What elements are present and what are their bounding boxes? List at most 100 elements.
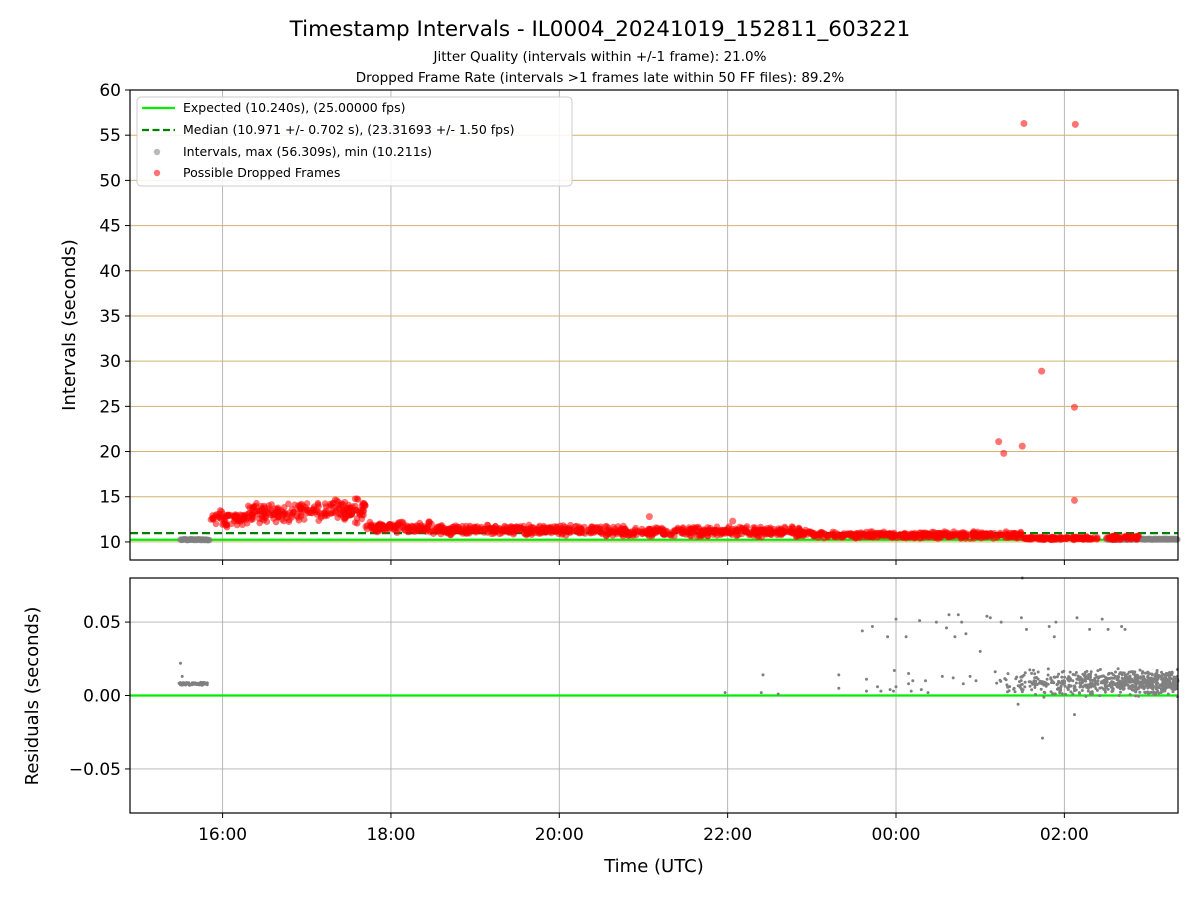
dropped-frame-point — [527, 524, 535, 531]
dropped-frame-point — [231, 517, 238, 525]
residual-point — [1146, 675, 1150, 679]
residual-point — [1044, 684, 1048, 688]
dropped-frame-point — [924, 530, 931, 537]
chart-subtitle-dropped: Dropped Frame Rate (intervals >1 frames … — [356, 70, 845, 86]
residual-point — [1136, 687, 1140, 691]
residual-point — [1008, 685, 1012, 689]
residual-point — [1049, 690, 1053, 694]
dropped-frame-point — [491, 526, 498, 533]
residual-point — [1117, 675, 1121, 679]
residual-point — [1062, 669, 1066, 673]
residual-point — [1143, 677, 1147, 681]
residual-point — [926, 691, 930, 695]
dropped-frame-point — [691, 525, 698, 533]
dropped-frame-outlier — [1038, 367, 1046, 375]
residual-point — [974, 679, 978, 683]
residual-point — [1096, 682, 1100, 686]
residual-point — [1136, 681, 1140, 685]
residual-point — [1082, 674, 1086, 678]
residual-point — [1057, 688, 1061, 692]
bottom-y-tick-label: 0.05 — [83, 613, 121, 633]
residual-point — [1068, 670, 1072, 674]
residual-point — [1120, 673, 1124, 677]
dropped-frame-point — [261, 511, 269, 518]
residual-point — [860, 629, 864, 633]
dropped-frame-point — [865, 532, 872, 540]
residual-point — [1128, 686, 1132, 690]
dropped-frame-point — [958, 534, 965, 541]
dropped-frame-point — [353, 495, 361, 503]
residual-point — [1173, 685, 1177, 689]
residual-point — [1158, 683, 1162, 687]
residual-point — [1155, 669, 1159, 672]
residual-point — [1148, 691, 1152, 695]
residual-point — [1016, 684, 1020, 688]
dropped-frame-point — [524, 530, 531, 537]
residual-point — [1028, 668, 1032, 672]
dropped-frame-outlier — [1000, 449, 1008, 457]
residual-point — [1032, 681, 1035, 685]
dropped-frame-point — [671, 532, 678, 540]
dropped-frame-point — [297, 513, 305, 520]
residual-point — [1076, 674, 1080, 678]
residual-point — [907, 672, 911, 675]
residual-point — [1111, 688, 1115, 691]
dropped-frame-point — [326, 503, 333, 511]
residual-point — [1057, 672, 1061, 676]
dropped-frame-point — [259, 504, 266, 512]
dropped-frame-point — [905, 533, 912, 541]
top-y-tick-label: 45 — [99, 217, 121, 237]
residual-point — [1100, 617, 1104, 621]
residual-point — [200, 683, 204, 687]
residual-point — [865, 689, 868, 693]
dropped-frame-outlier — [1018, 442, 1026, 450]
residual-point — [1023, 680, 1027, 684]
residual-point — [178, 681, 182, 685]
dropped-frame-point — [1134, 532, 1141, 540]
dropped-frame-point — [1010, 530, 1017, 538]
residual-point — [1023, 671, 1027, 675]
top-y-tick-label: 15 — [99, 488, 121, 508]
dropped-frame-point — [620, 522, 627, 530]
residual-point — [1166, 692, 1170, 696]
residual-point — [1102, 687, 1106, 691]
dropped-frame-point — [1077, 534, 1084, 542]
dropped-frame-point — [537, 530, 545, 537]
dropped-frame-point — [1014, 534, 1022, 542]
residual-point — [1027, 680, 1031, 684]
legend-intervals-label: Intervals, max (56.309s), min (10.211s) — [183, 144, 432, 159]
dropped-frame-point — [423, 524, 431, 531]
residual-point — [1080, 677, 1084, 681]
residual-point — [1163, 687, 1167, 691]
residual-point — [1046, 667, 1050, 671]
legend-dropped-swatch — [153, 169, 161, 177]
residual-point — [945, 626, 948, 630]
residual-point — [956, 613, 960, 617]
residual-point — [1087, 685, 1091, 689]
residual-point — [1098, 668, 1102, 671]
dropped-frame-point — [947, 531, 955, 538]
residual-point — [964, 632, 968, 636]
residual-point — [1015, 675, 1019, 679]
residual-point — [1090, 692, 1094, 696]
x-tick-label: 20:00 — [535, 825, 584, 845]
residual-point — [1101, 679, 1105, 683]
dropped-frame-point — [1117, 534, 1125, 542]
top-y-tick-label: 35 — [99, 307, 121, 327]
interval-point — [206, 536, 213, 544]
residual-point — [947, 613, 951, 617]
x-axis-label: Time (UTC) — [603, 856, 704, 877]
top-y-tick-label: 50 — [99, 171, 121, 191]
bottom-plot: −0.05 0.00 0.05 16:00 18:00 20:00 22:00 00:00 0… — [22, 576, 1180, 877]
residual-point — [1016, 702, 1020, 706]
residual-point — [1067, 683, 1071, 687]
top-plot-y-ticks: 10 15 20 25 30 35 40 45 50 55 60 — [99, 81, 130, 553]
dropped-frame-point — [1005, 534, 1012, 541]
dropped-frame-point — [827, 531, 835, 539]
dropped-frame-point — [1065, 534, 1072, 542]
residual-point — [1121, 678, 1125, 682]
residual-point — [1096, 669, 1100, 673]
residual-point — [1108, 683, 1112, 687]
legend-expected-label: Expected (10.240s), (25.00000 fps) — [183, 100, 405, 115]
residual-point — [1098, 694, 1102, 698]
